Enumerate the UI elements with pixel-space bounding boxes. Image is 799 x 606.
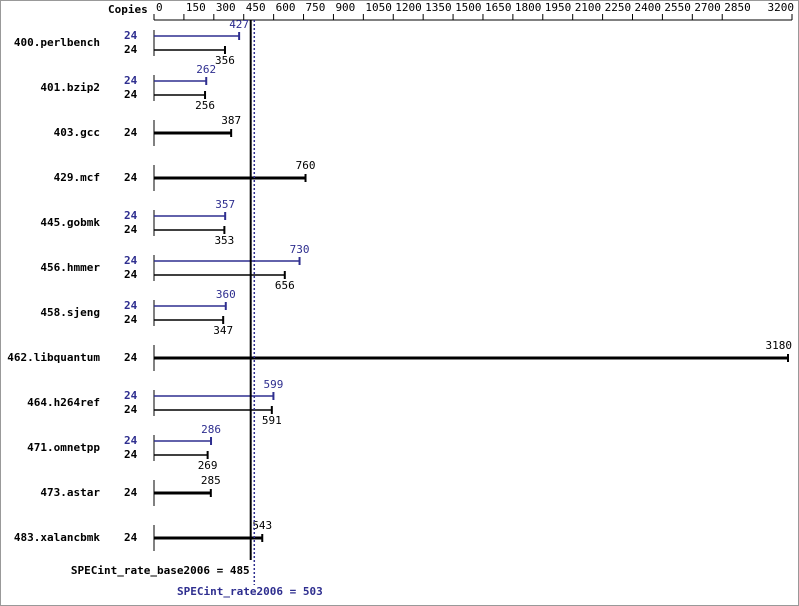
value-label: 427 — [229, 18, 249, 31]
value-label: 656 — [275, 279, 295, 292]
copies-header: Copies — [108, 3, 148, 16]
copies-label: 24 — [124, 88, 138, 101]
copies-label: 24 — [124, 43, 138, 56]
x-tick-label: 900 — [335, 1, 355, 14]
x-tick-label: 750 — [306, 1, 326, 14]
benchmark-label: 401.bzip2 — [40, 81, 100, 94]
value-label: 543 — [252, 519, 272, 532]
x-tick-label: 0 — [156, 1, 163, 14]
x-tick-label: 2850 — [724, 1, 751, 14]
copies-label: 24 — [124, 313, 138, 326]
copies-label: 24 — [124, 29, 138, 42]
x-tick-label: 1200 — [395, 1, 422, 14]
x-tick-label: 3200 — [768, 1, 795, 14]
x-tick-label: 1050 — [365, 1, 392, 14]
copies-label: 24 — [124, 351, 138, 364]
value-label: 286 — [201, 423, 221, 436]
x-tick-label: 1500 — [455, 1, 482, 14]
x-tick-label: 1650 — [485, 1, 512, 14]
value-label: 269 — [198, 459, 218, 472]
benchmark-label: 462.libquantum — [7, 351, 100, 364]
copies-label: 24 — [124, 299, 138, 312]
value-label: 256 — [195, 99, 215, 112]
value-label: 591 — [262, 414, 282, 427]
benchmark-label: 458.sjeng — [40, 306, 100, 319]
benchmark-label: 445.gobmk — [40, 216, 100, 229]
x-tick-label: 600 — [276, 1, 296, 14]
copies-label: 24 — [124, 223, 138, 236]
x-tick-label: 300 — [216, 1, 236, 14]
value-label: 387 — [221, 114, 241, 127]
reference-label: SPECint_rate_base2006 = 485 — [71, 564, 250, 577]
copies-label: 24 — [124, 126, 138, 139]
copies-label: 24 — [124, 74, 138, 87]
x-tick-label: 2100 — [575, 1, 602, 14]
copies-label: 24 — [124, 531, 138, 544]
benchmark-label: 456.hmmer — [40, 261, 100, 274]
x-tick-label: 150 — [186, 1, 206, 14]
value-label: 730 — [290, 243, 310, 256]
value-label: 285 — [201, 474, 221, 487]
value-label: 357 — [215, 198, 235, 211]
x-tick-label: 1950 — [545, 1, 572, 14]
benchmark-label: 473.astar — [40, 486, 100, 499]
copies-label: 24 — [124, 389, 138, 402]
copies-label: 24 — [124, 448, 138, 461]
benchmark-label: 483.xalancbmk — [14, 531, 100, 544]
benchmark-label: 403.gcc — [54, 126, 100, 139]
benchmark-label: 464.h264ref — [27, 396, 100, 409]
x-tick-label: 2250 — [605, 1, 632, 14]
copies-label: 24 — [124, 403, 138, 416]
x-tick-label: 1800 — [515, 1, 542, 14]
benchmark-label: 400.perlbench — [14, 36, 100, 49]
value-label: 3180 — [766, 339, 793, 352]
value-label: 599 — [263, 378, 283, 391]
reference-label: SPECint_rate2006 = 503 — [177, 585, 323, 598]
copies-label: 24 — [124, 268, 138, 281]
copies-label: 24 — [124, 486, 138, 499]
x-tick-label: 2550 — [664, 1, 691, 14]
copies-label: 24 — [124, 434, 138, 447]
x-tick-label: 450 — [246, 1, 266, 14]
value-label: 360 — [216, 288, 236, 301]
value-label: 262 — [196, 63, 216, 76]
x-tick-label: 1350 — [425, 1, 452, 14]
copies-label: 24 — [124, 209, 138, 222]
value-label: 760 — [296, 159, 316, 172]
copies-label: 24 — [124, 171, 138, 184]
x-tick-label: 2400 — [635, 1, 662, 14]
x-tick-label: 2700 — [694, 1, 721, 14]
copies-label: 24 — [124, 254, 138, 267]
benchmark-label: 471.omnetpp — [27, 441, 100, 454]
benchmark-label: 429.mcf — [54, 171, 100, 184]
value-label: 347 — [213, 324, 233, 337]
value-label: 356 — [215, 54, 235, 67]
value-label: 353 — [214, 234, 234, 247]
